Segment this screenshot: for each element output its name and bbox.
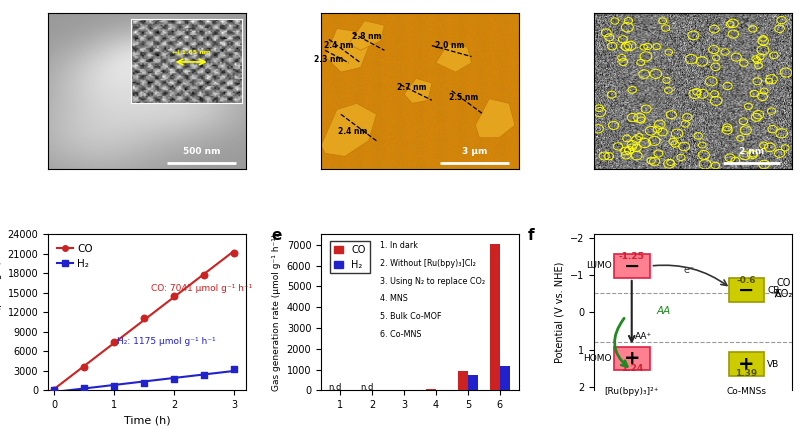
Text: 2.0 nm: 2.0 nm xyxy=(435,41,464,50)
Polygon shape xyxy=(349,21,384,50)
Text: CO: 7041 μmol g⁻¹ h⁻¹: CO: 7041 μmol g⁻¹ h⁻¹ xyxy=(151,284,252,293)
Text: CO₂: CO₂ xyxy=(775,289,794,299)
Point xyxy=(78,363,90,370)
Legend: CO, H₂: CO, H₂ xyxy=(54,240,97,273)
Text: +: + xyxy=(738,354,754,374)
Text: 6. Co-MNS: 6. Co-MNS xyxy=(381,330,422,339)
Point xyxy=(78,385,90,392)
Point xyxy=(107,382,120,389)
Text: Co-MNSs: Co-MNSs xyxy=(726,387,766,396)
Text: H₂: 1175 μmol g⁻¹ h⁻¹: H₂: 1175 μmol g⁻¹ h⁻¹ xyxy=(118,337,216,346)
Bar xyxy=(468,375,478,390)
Polygon shape xyxy=(475,99,515,138)
Text: 2.7 nm: 2.7 nm xyxy=(398,83,427,92)
Bar xyxy=(500,366,510,390)
Point xyxy=(198,372,210,378)
Text: e: e xyxy=(271,228,282,243)
Text: 2.8 nm: 2.8 nm xyxy=(352,32,382,41)
Polygon shape xyxy=(436,44,471,72)
Text: 2.5 nm: 2.5 nm xyxy=(449,93,478,102)
Text: n.d: n.d xyxy=(329,383,342,392)
Text: AA: AA xyxy=(656,306,670,316)
Text: 1. In dark: 1. In dark xyxy=(381,241,418,250)
Text: e⁻: e⁻ xyxy=(683,266,694,275)
Bar xyxy=(490,244,500,390)
Text: b: b xyxy=(302,8,313,23)
Text: 2.4 nm: 2.4 nm xyxy=(324,41,354,50)
Legend: CO, H₂: CO, H₂ xyxy=(330,241,370,273)
Text: 1.39: 1.39 xyxy=(735,369,758,378)
Text: 1.24: 1.24 xyxy=(621,363,643,372)
Point xyxy=(47,387,60,394)
X-axis label: Time (h): Time (h) xyxy=(124,416,170,426)
Text: 2.4 nm: 2.4 nm xyxy=(338,127,367,136)
Point xyxy=(167,293,180,299)
Text: 2. Without [Ru(bpy)₃]Cl₂: 2. Without [Ru(bpy)₃]Cl₂ xyxy=(381,259,476,268)
Text: +: + xyxy=(623,349,640,368)
Text: n.d: n.d xyxy=(360,383,374,392)
Text: LUMO: LUMO xyxy=(586,261,611,270)
Text: 500 nm: 500 nm xyxy=(182,148,220,157)
Text: 3. Using N₂ to replace CO₂: 3. Using N₂ to replace CO₂ xyxy=(381,277,486,286)
Text: −: − xyxy=(623,257,640,275)
Y-axis label: CO and H₂ (μmol g⁻¹): CO and H₂ (μmol g⁻¹) xyxy=(0,260,2,364)
Point xyxy=(138,379,150,386)
FancyBboxPatch shape xyxy=(729,352,764,376)
Point xyxy=(227,366,240,372)
Text: 4. MNS: 4. MNS xyxy=(381,294,408,303)
Point xyxy=(198,271,210,278)
Text: CO: CO xyxy=(777,278,791,288)
Point xyxy=(167,376,180,383)
Text: f: f xyxy=(528,228,534,243)
Polygon shape xyxy=(404,79,432,103)
Bar xyxy=(458,371,468,390)
Text: 5. Bulk Co-MOF: 5. Bulk Co-MOF xyxy=(381,312,442,321)
Polygon shape xyxy=(321,103,377,157)
Text: a: a xyxy=(30,8,40,23)
Text: −: − xyxy=(738,281,754,299)
Text: -0.6: -0.6 xyxy=(737,276,756,285)
Text: [Ru(bpy)₃]²⁺: [Ru(bpy)₃]²⁺ xyxy=(605,387,659,396)
Y-axis label: Potential (V vs. NHE): Potential (V vs. NHE) xyxy=(554,262,565,363)
Text: c: c xyxy=(578,8,586,23)
Point xyxy=(138,314,150,321)
Point xyxy=(227,249,240,256)
Y-axis label: Gas generation rate (μmol g⁻¹ h⁻¹): Gas generation rate (μmol g⁻¹ h⁻¹) xyxy=(272,234,281,391)
Point xyxy=(107,339,120,346)
Text: VB: VB xyxy=(767,360,779,369)
FancyBboxPatch shape xyxy=(614,347,650,370)
Point xyxy=(47,387,60,394)
Text: AA⁺: AA⁺ xyxy=(635,332,652,341)
Text: 2 nm: 2 nm xyxy=(739,148,764,157)
Text: -1.25: -1.25 xyxy=(618,252,645,261)
Text: CB: CB xyxy=(767,286,780,295)
FancyBboxPatch shape xyxy=(614,254,650,278)
Text: 3 μm: 3 μm xyxy=(462,148,487,157)
FancyBboxPatch shape xyxy=(729,278,764,302)
Text: HOMO: HOMO xyxy=(583,354,611,363)
Polygon shape xyxy=(325,28,369,72)
Text: 2.3 nm: 2.3 nm xyxy=(314,55,344,64)
